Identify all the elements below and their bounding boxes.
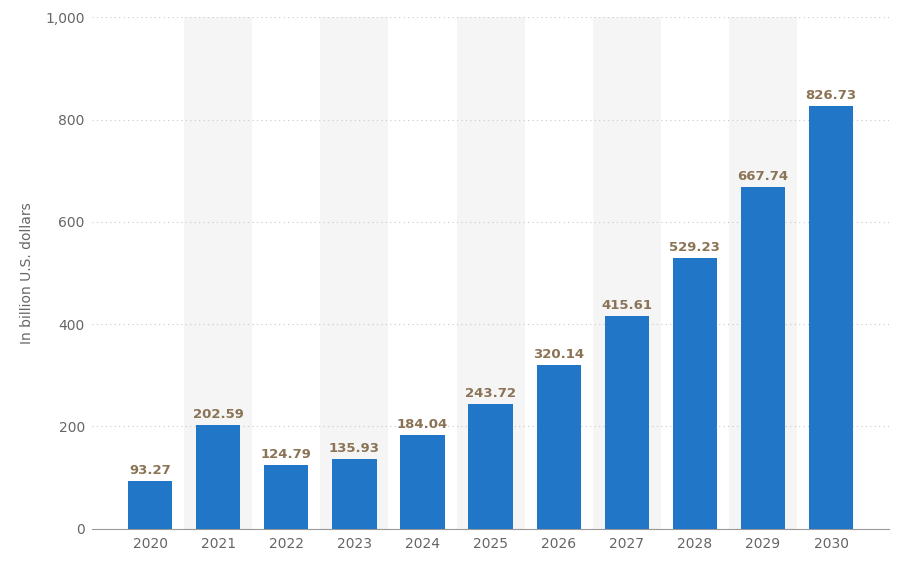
Bar	[729, 17, 797, 529]
Bar	[457, 17, 525, 529]
Bar	[469, 404, 513, 529]
Text: 529.23: 529.23	[669, 241, 721, 254]
Bar	[196, 425, 240, 529]
Text: 135.93: 135.93	[329, 442, 380, 455]
Text: 243.72: 243.72	[465, 387, 516, 400]
Text: 826.73: 826.73	[805, 89, 856, 102]
Bar	[320, 17, 389, 529]
Bar	[401, 435, 445, 529]
Text: 667.74: 667.74	[737, 170, 789, 183]
Text: 184.04: 184.04	[397, 418, 448, 431]
Text: 202.59: 202.59	[193, 408, 244, 421]
Bar	[128, 481, 172, 529]
Bar	[592, 17, 661, 529]
Y-axis label: In billion U.S. dollars: In billion U.S. dollars	[20, 202, 34, 344]
Bar	[809, 106, 853, 529]
Text: 415.61: 415.61	[602, 299, 652, 312]
Bar	[604, 316, 649, 529]
Bar	[264, 465, 308, 529]
Bar	[332, 459, 377, 529]
Bar	[536, 365, 580, 529]
Bar	[673, 258, 717, 529]
Text: 320.14: 320.14	[533, 348, 584, 361]
Bar	[741, 187, 785, 529]
Bar	[184, 17, 252, 529]
Text: 124.79: 124.79	[260, 448, 312, 461]
Text: 93.27: 93.27	[129, 464, 171, 477]
